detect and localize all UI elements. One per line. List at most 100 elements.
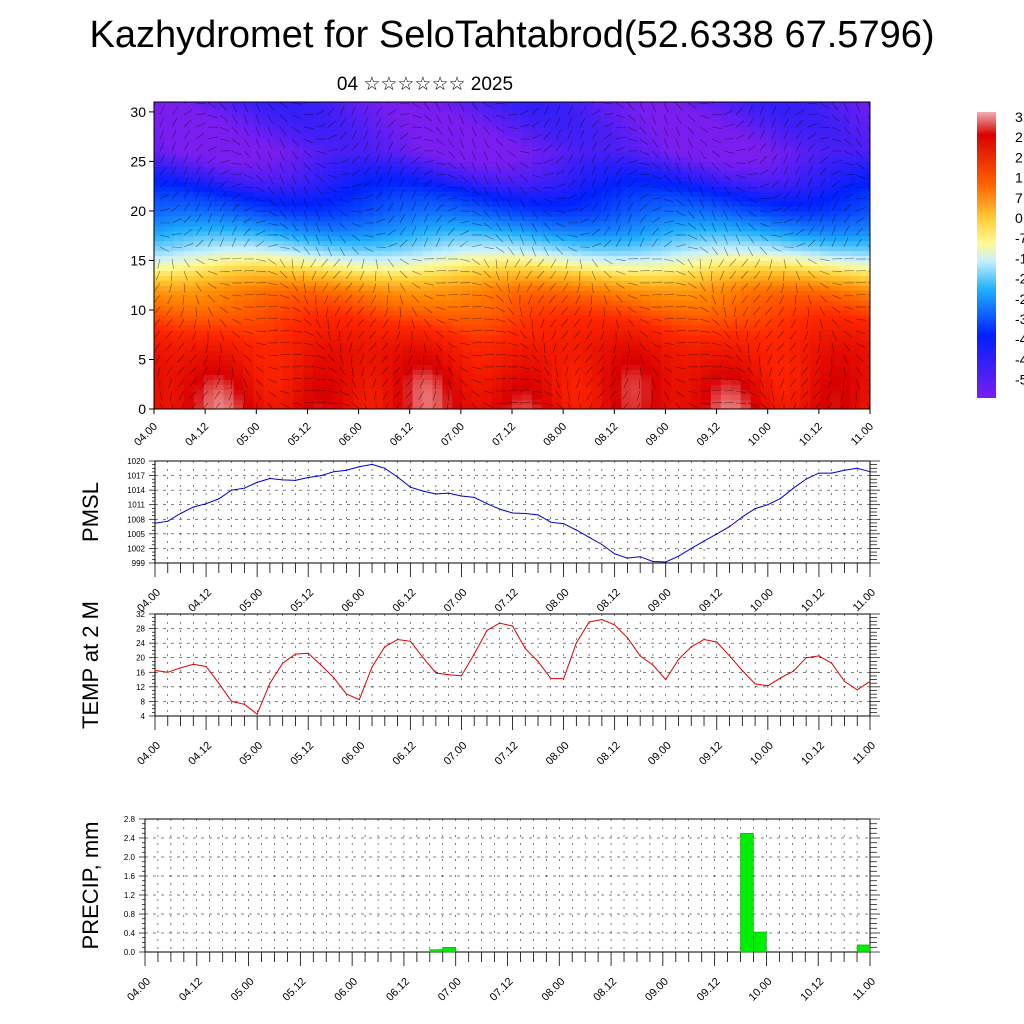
heatmap-cell: [492, 260, 503, 266]
heatmap-cell: [333, 111, 344, 118]
heatmap-cell: [860, 290, 870, 296]
heatmap-cell: [412, 191, 424, 197]
heatmap-cell: [671, 295, 682, 301]
heatmap-cell: [780, 210, 792, 217]
heatmap-cell: [691, 171, 702, 177]
heatmap-cell: [442, 280, 453, 286]
heatmap-cell: [581, 196, 593, 202]
heatmap-cell: [541, 235, 553, 242]
heatmap-cell: [800, 205, 811, 212]
wind-barb: [327, 148, 338, 152]
heatmap-cell: [800, 220, 811, 227]
heatmap-cell: [531, 399, 543, 405]
heatmap-cell: [591, 102, 603, 108]
heatmap-cell: [412, 161, 424, 167]
heatmap-cell: [352, 161, 364, 167]
heatmap-cell: [611, 374, 622, 380]
heatmap-cell: [591, 131, 603, 138]
heatmap-cell: [442, 314, 453, 321]
heatmap-cell: [790, 260, 801, 266]
wind-barb: [339, 378, 348, 386]
heatmap-cell: [591, 359, 603, 366]
heatmap-cell: [392, 344, 404, 351]
heatmap-cell: [303, 156, 314, 163]
heatmap-cell: [581, 245, 593, 252]
heatmap-cell: [700, 111, 712, 118]
heatmap-cell: [273, 111, 284, 118]
heatmap-cell: [850, 245, 861, 252]
heatmap-cell: [631, 339, 642, 346]
heatmap-cell: [641, 354, 652, 361]
heatmap-cell: [760, 364, 772, 370]
heatmap-cell: [154, 176, 165, 182]
heatmap-cell: [710, 205, 722, 212]
heatmap-cell: [213, 176, 225, 182]
heatmap-cell: [392, 205, 404, 212]
heatmap-cell: [681, 235, 692, 242]
heatmap-cell: [283, 136, 294, 143]
heatmap-cell: [681, 131, 692, 138]
heatmap-cell: [551, 210, 563, 217]
wind-barb: [183, 177, 189, 188]
heatmap-cell: [203, 176, 215, 182]
heatmap-cell: [243, 141, 255, 148]
heatmap-cell: [223, 141, 235, 148]
heatmap-cell: [492, 369, 503, 375]
heatmap-cell: [521, 186, 533, 192]
heatmap-cell: [860, 230, 870, 237]
heatmap-cell: [840, 344, 851, 351]
heatmap-cell: [800, 151, 811, 158]
heatmap-cell: [710, 359, 722, 366]
heatmap-cell: [253, 354, 264, 361]
heatmap-cell: [541, 201, 553, 207]
heatmap-cell: [203, 285, 215, 291]
heatmap-cell: [243, 379, 255, 385]
heatmap-cell: [303, 364, 314, 370]
heatmap-cell: [691, 161, 702, 167]
heatmap-cell: [233, 354, 245, 361]
heatmap-cell: [601, 319, 613, 326]
heatmap-cell: [412, 285, 424, 291]
heatmap-cell: [243, 131, 255, 138]
wind-barb: [243, 227, 252, 236]
heatmap-cell: [372, 121, 384, 128]
heatmap-cell: [293, 349, 304, 356]
heatmap-cell: [173, 235, 185, 242]
heatmap-cell: [223, 205, 235, 212]
heatmap-cell: [213, 305, 225, 311]
heatmap-cell: [163, 210, 175, 217]
heatmap-cell: [621, 166, 632, 172]
heatmap-cell: [840, 230, 851, 237]
heatmap-cell: [740, 334, 752, 341]
heatmap-cell: [850, 280, 861, 286]
heatmap-cell: [163, 290, 175, 296]
heatmap-cell: [333, 389, 344, 395]
heatmap-cell: [333, 245, 344, 252]
heatmap-cell: [820, 156, 831, 163]
heatmap-cell: [392, 285, 404, 291]
heatmap-cell: [621, 344, 632, 351]
heatmap-cell: [700, 161, 712, 167]
heatmap-cell: [323, 394, 334, 400]
heatmap-cell: [521, 265, 533, 271]
heatmap-cell: [313, 314, 324, 321]
heatmap-cell: [740, 394, 752, 400]
heatmap-cell: [750, 156, 762, 163]
heatmap-cell: [770, 399, 782, 405]
heatmap-cell: [452, 250, 463, 257]
heatmap-cell: [591, 136, 603, 143]
heatmap-cell: [521, 369, 533, 375]
heatmap-cell: [372, 295, 384, 301]
heatmap-cell: [770, 280, 782, 286]
heatmap-cell: [372, 111, 384, 118]
heatmap-cell: [352, 146, 364, 153]
heatmap-cell: [452, 240, 463, 247]
heatmap-cell: [253, 146, 264, 153]
heatmap-cell: [750, 106, 762, 113]
heatmap-cell: [213, 339, 225, 346]
heatmap-cell: [342, 225, 354, 232]
heatmap-cell: [830, 156, 841, 163]
heatmap-cell: [840, 225, 851, 232]
heatmap-cell: [512, 270, 523, 276]
heatmap-cell: [313, 344, 324, 351]
